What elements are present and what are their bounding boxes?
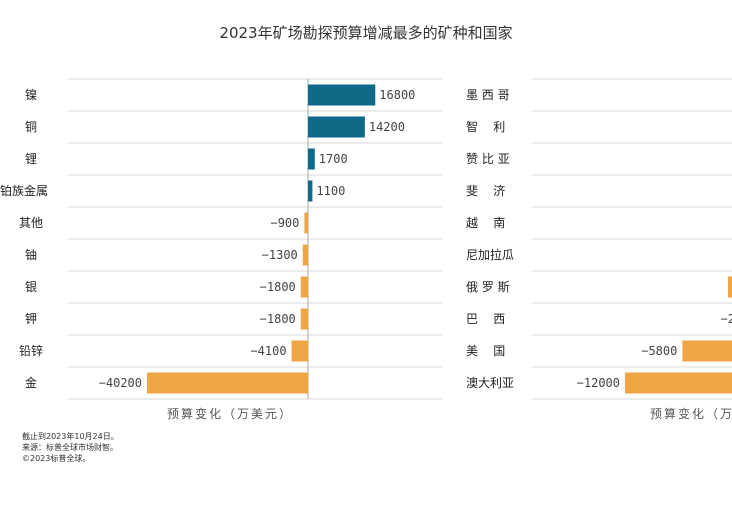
bar-6	[302, 244, 308, 266]
category-label: 铅锌	[19, 344, 43, 358]
category-label: 锂	[25, 151, 37, 166]
value-label: −900	[270, 216, 299, 230]
category-label: 金	[25, 375, 37, 390]
category-label: 斐 济	[466, 183, 505, 198]
bar-4	[308, 180, 313, 202]
category-label: 巴 西	[466, 312, 505, 326]
category-label: 铀	[25, 248, 37, 262]
value-label: −1800	[260, 280, 296, 294]
value-label: 14200	[369, 120, 405, 134]
value-label: 1700	[319, 152, 348, 166]
category-label: 镍	[25, 88, 37, 102]
value-label: −5800	[641, 344, 677, 358]
bar-5	[304, 212, 308, 234]
category-label: 美 国	[466, 344, 505, 358]
x-axis-title: 预算变化（万美元）	[167, 406, 293, 421]
category-label: 赞 比 亚	[466, 152, 510, 166]
value-label: 16800	[379, 88, 415, 102]
category-label: 俄 罗 斯	[466, 280, 510, 294]
category-label: 银	[25, 280, 37, 294]
category-label: 钾	[25, 312, 37, 326]
chart-title: 2023年矿场勘探预算增减最多的矿种和国家	[219, 24, 513, 42]
bar-3	[308, 148, 315, 170]
category-label: 澳大利亚	[466, 376, 514, 390]
value-label: −12000	[577, 376, 620, 390]
category-label: 其他	[19, 216, 43, 230]
left-panel-commodities: 镍 16800 铜 14200 锂 1700 铂族金属 1100 其他 −900 铀 −1300 银 −1…	[0, 78, 442, 421]
category-label: 铂族金属	[0, 183, 48, 198]
category-label: 铜	[25, 119, 37, 134]
bar-10	[625, 372, 732, 394]
category-label: 墨 西 哥	[466, 88, 510, 102]
bar-9	[291, 340, 308, 362]
value-label: −1300	[262, 248, 298, 262]
bar-2	[308, 116, 365, 138]
x-axis-title: 预算变化（万	[650, 406, 732, 421]
bar-10	[147, 372, 308, 394]
bar-7	[728, 276, 732, 298]
value-label: −2	[721, 312, 732, 326]
category-label: 越 南	[466, 215, 505, 230]
bar-7	[300, 276, 308, 298]
footnote-copyright: ©2023标普全球。	[22, 454, 91, 463]
value-label: −4100	[250, 344, 286, 358]
bar-9	[682, 340, 732, 362]
footnote-source: 来源：标普全球市场财智。	[22, 443, 118, 452]
value-label: 1100	[316, 184, 345, 198]
category-label: 尼加拉瓜	[466, 247, 514, 262]
bar-8	[300, 308, 308, 330]
category-label: 智 利	[466, 119, 505, 134]
value-label: −1800	[260, 312, 296, 326]
footnotes: 截止到2023年10月24日。 来源：标普全球市场财智。 ©2023标普全球。	[22, 431, 119, 464]
bar-1	[308, 84, 376, 106]
value-label: −40200	[99, 376, 142, 390]
footnote-date: 截止到2023年10月24日。	[22, 432, 119, 441]
